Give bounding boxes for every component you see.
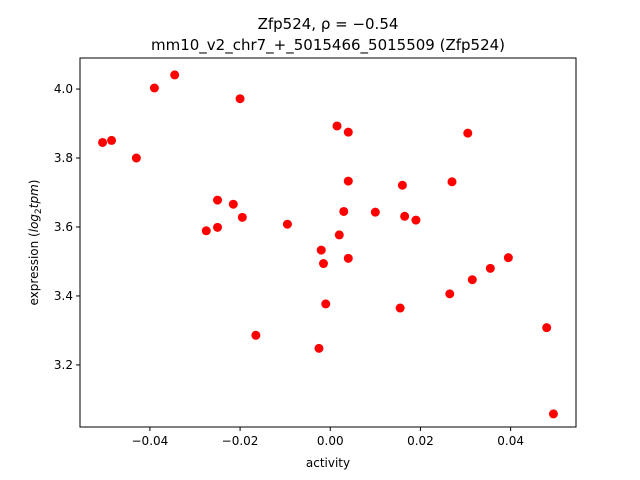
y-axis-label-math2: tpm	[27, 184, 41, 208]
x-tick-label-3: 0.02	[407, 434, 434, 448]
data-point-3	[149, 83, 159, 93]
data-point-22	[343, 253, 353, 263]
data-point-21	[334, 230, 344, 240]
data-point-18	[343, 127, 353, 137]
x-axis-label: activity	[306, 456, 350, 470]
y-axis-label: expression (log2tpm)	[27, 180, 44, 306]
data-point-24	[397, 180, 407, 190]
data-point-13	[314, 343, 324, 353]
data-point-11	[251, 330, 261, 340]
data-point-29	[463, 128, 473, 138]
data-point-30	[445, 289, 455, 299]
data-point-34	[542, 323, 552, 333]
data-point-2	[131, 153, 141, 163]
data-point-26	[411, 215, 421, 225]
data-point-10	[213, 222, 223, 232]
plot-frame	[79, 57, 577, 428]
data-point-0	[98, 137, 108, 147]
data-point-19	[343, 176, 353, 186]
data-point-9	[201, 226, 211, 236]
y-axis-label-prefix: expression (	[27, 232, 41, 305]
data-point-15	[318, 259, 328, 269]
axis-ticks: −0.04 −0.02 0.00 0.02 0.04 3.2 3.4 3.6 3.8 4.0	[54, 82, 524, 448]
data-point-4	[170, 70, 180, 80]
y-tick-label-2: 3.6	[54, 220, 73, 234]
data-point-28	[447, 177, 457, 187]
x-tick-label-0: −0.04	[132, 434, 169, 448]
data-point-5	[235, 94, 245, 104]
data-point-17	[332, 121, 342, 131]
data-point-25	[400, 211, 410, 221]
data-point-14	[316, 245, 326, 255]
y-tick-label-3: 3.8	[54, 151, 73, 165]
x-tick-label-4: 0.04	[497, 434, 524, 448]
data-point-8	[237, 212, 247, 222]
y-axis-label-suffix: )	[27, 180, 41, 185]
data-point-32	[485, 263, 495, 273]
data-point-23	[370, 207, 380, 217]
data-point-1	[107, 135, 117, 145]
y-tick-label-0: 3.2	[54, 358, 73, 372]
data-point-27	[395, 303, 405, 313]
data-point-33	[503, 253, 513, 263]
chart-title-line2: mm10_v2_chr7_+_5015466_5015509 (Zfp524)	[151, 36, 505, 55]
chart-title-line1: Zfp524, ρ = −0.54	[258, 15, 399, 33]
data-points	[98, 70, 558, 419]
data-point-7	[228, 199, 238, 209]
y-axis-label-math: log	[27, 214, 41, 233]
y-tick-label-1: 3.4	[54, 289, 73, 303]
data-point-12	[282, 219, 292, 229]
data-point-20	[339, 206, 349, 216]
x-tick-label-1: −0.02	[222, 434, 259, 448]
y-axis-label-sub: 2	[34, 208, 44, 214]
data-point-31	[467, 275, 477, 285]
data-point-6	[213, 195, 223, 205]
y-tick-label-4: 4.0	[54, 82, 73, 96]
x-tick-label-2: 0.00	[317, 434, 344, 448]
data-point-16	[321, 299, 331, 309]
data-point-35	[548, 409, 558, 419]
